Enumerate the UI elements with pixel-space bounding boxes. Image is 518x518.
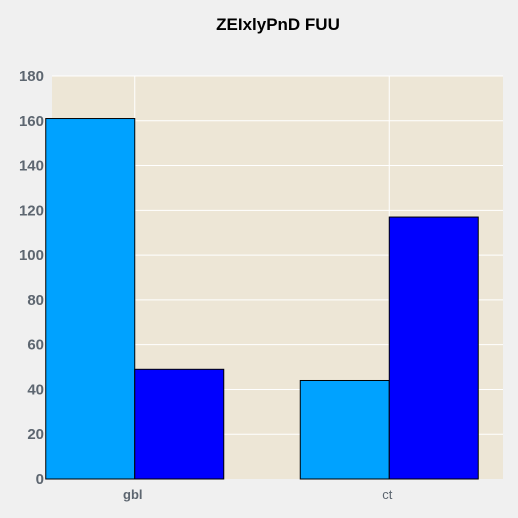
y-tick-label: 160 bbox=[19, 113, 44, 130]
bar-gbl-series-1 bbox=[45, 118, 136, 480]
y-tick-label: 80 bbox=[27, 292, 44, 309]
y-tick-label: 0 bbox=[36, 471, 44, 488]
bar-ct-series-2 bbox=[388, 216, 479, 480]
bars bbox=[45, 118, 479, 480]
y-tick-label: 140 bbox=[19, 158, 44, 175]
bar-gbl-series-2 bbox=[134, 368, 225, 480]
y-tick-label: 180 bbox=[19, 68, 44, 85]
x-tick-label: gbl bbox=[123, 487, 143, 502]
y-tick-label: 20 bbox=[27, 426, 44, 443]
chart-title: ZEIxlyPnD FUU bbox=[216, 15, 340, 34]
bar-ct-series-1 bbox=[299, 379, 390, 480]
x-axis-ticks: gbl ct bbox=[123, 487, 393, 502]
y-tick-label: 120 bbox=[19, 202, 44, 219]
x-tick-label: ct bbox=[382, 487, 393, 502]
y-tick-label: 60 bbox=[27, 337, 44, 354]
y-tick-label: 100 bbox=[19, 247, 44, 264]
y-axis-ticks: 0 20 40 60 80 100 120 140 160 180 bbox=[19, 68, 44, 488]
y-tick-label: 40 bbox=[27, 381, 44, 398]
